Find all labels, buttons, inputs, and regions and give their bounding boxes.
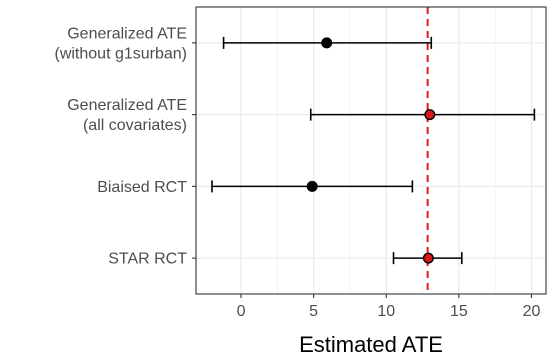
point-estimate bbox=[306, 180, 318, 192]
point-estimate bbox=[422, 252, 434, 264]
panel-border bbox=[195, 6, 547, 295]
x-tick-label: 20 bbox=[523, 303, 541, 320]
point-estimate bbox=[321, 37, 333, 49]
category-label: STAR RCT bbox=[108, 251, 187, 268]
point-estimate bbox=[424, 109, 436, 121]
x-tick-label: 0 bbox=[237, 303, 246, 320]
category-label: Generalized ATE bbox=[67, 97, 187, 114]
mark-layer bbox=[211, 36, 536, 265]
x-tick-label: 15 bbox=[450, 303, 468, 320]
category-label: (without g1surban) bbox=[54, 45, 187, 62]
x-tick-label: 10 bbox=[377, 303, 395, 320]
axis-layer: 0 5 10 15 20 Generalized ATE (without g1surban… bbox=[54, 25, 540, 320]
x-axis-title: Estimated ATE bbox=[299, 332, 443, 357]
category-label: Biaised RCT bbox=[97, 179, 187, 196]
category-label: Generalized ATE bbox=[67, 25, 187, 42]
category-label: (all covariates) bbox=[83, 117, 187, 134]
x-tick-label: 5 bbox=[309, 303, 318, 320]
grid-layer bbox=[196, 7, 546, 294]
